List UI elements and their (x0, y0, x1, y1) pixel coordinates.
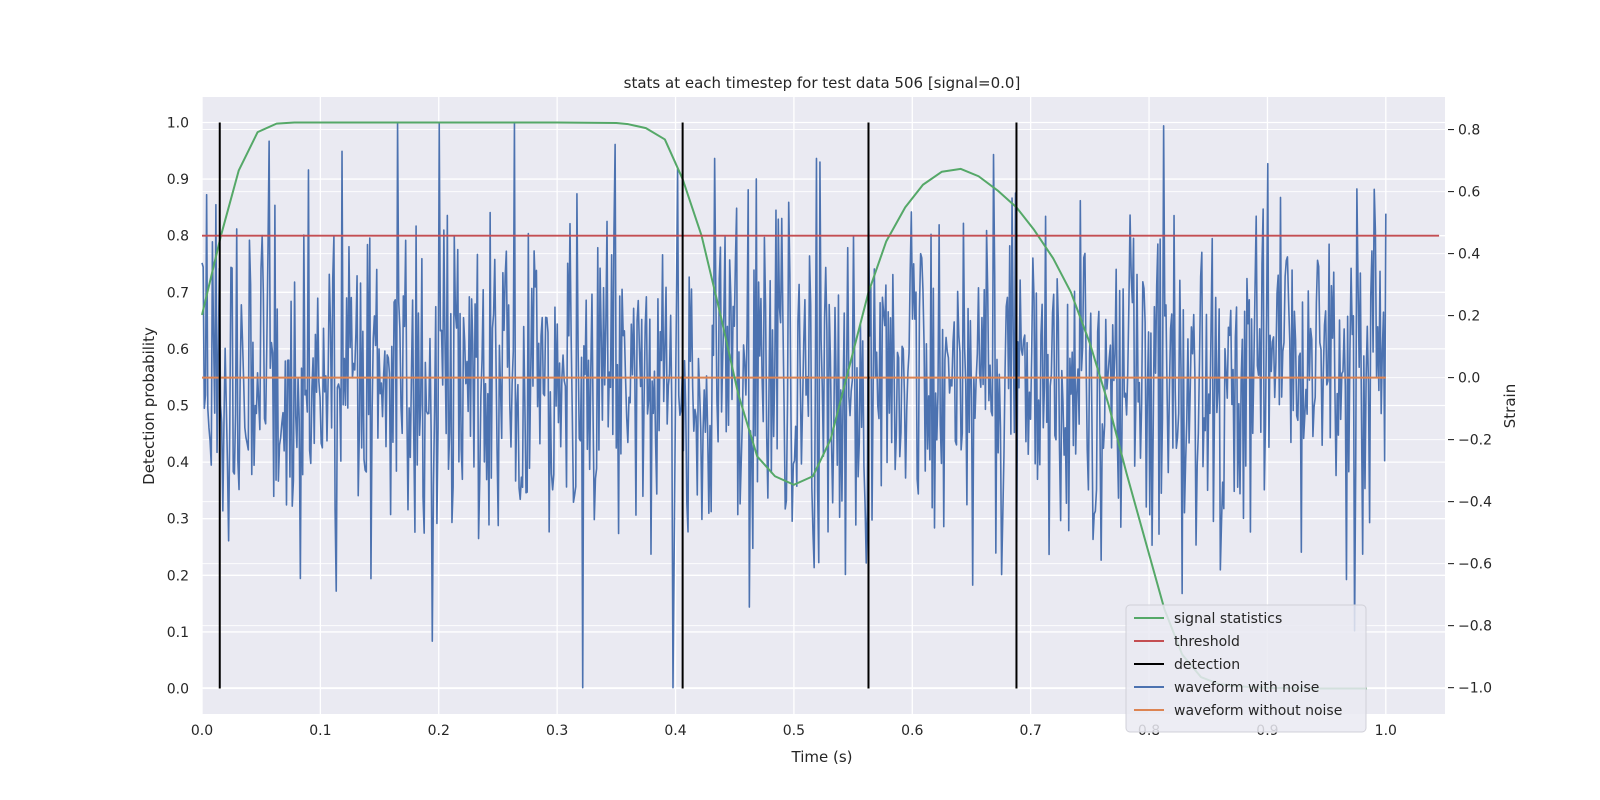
y-tick-label: 0.1 (167, 625, 189, 641)
legend-label: signal statistics (1174, 611, 1282, 627)
y-tick-label: 0.2 (167, 568, 189, 584)
y2-axis-label: Strain (1501, 384, 1519, 428)
legend-frame (1125, 604, 1367, 733)
waveform-with-noise-line (201, 122, 1387, 689)
y-tick-label: 0.5 (167, 399, 189, 415)
y-axis-ticks: 0.0 0.1 0.2 0.3 0.4 0.5 0.6 0.7 0.8 0.9 1.0 (167, 115, 189, 697)
legend-label: waveform without noise (1174, 703, 1342, 719)
legend-label: waveform with noise (1174, 680, 1319, 696)
x-tick-label: 0.5 (783, 723, 805, 739)
y2-tick-label: 0.2 (1458, 309, 1480, 325)
y2-tick-label: −0.4 (1458, 495, 1492, 511)
y-tick-label: 0.8 (167, 229, 189, 245)
y2-tick-label: −0.6 (1458, 557, 1492, 573)
y-tick-label: 0.3 (167, 512, 189, 528)
legend-label: detection (1174, 657, 1240, 673)
x-tick-label: 0.4 (664, 723, 686, 739)
series-waveform-with-noise (201, 122, 1387, 689)
y2-tick-label: −1.0 (1458, 681, 1492, 697)
x-tick-label: 0.2 (428, 723, 450, 739)
y-axis-label: Detection probability (140, 327, 158, 485)
y-tick-label: 0.7 (167, 285, 189, 301)
y-tick-label: 0.9 (167, 172, 189, 188)
x-tick-label: 0.6 (901, 723, 923, 739)
y2-tick-label: 0.4 (1458, 247, 1480, 263)
y-tick-label: 0.4 (167, 455, 189, 471)
y2-tick-label: 0.8 (1458, 123, 1480, 139)
y2-axis-ticks: −1.0 −0.8 −0.6 −0.4 −0.2 0.0 0.2 0.4 0.6 0.8 (1448, 123, 1492, 697)
y2-tick-label: −0.2 (1458, 433, 1492, 449)
x-tick-label: 0.3 (546, 723, 568, 739)
y-tick-label: 0.0 (167, 682, 189, 698)
legend-label: threshold (1174, 634, 1240, 650)
x-axis-label: Time (s) (791, 748, 853, 766)
y2-tick-label: −0.8 (1458, 619, 1492, 635)
x-tick-label: 1.0 (1375, 723, 1397, 739)
x-tick-label: 0.1 (309, 723, 331, 739)
y-tick-label: 1.0 (167, 115, 189, 131)
y2-tick-label: 0.6 (1458, 185, 1480, 201)
legend: signal statistics threshold detection wavef… (1125, 604, 1367, 733)
chart-title: stats at each timestep for test data 506… (624, 74, 1021, 92)
x-tick-label: 0.0 (191, 723, 213, 739)
y2-tick-label: 0.0 (1458, 371, 1480, 387)
y-tick-label: 0.6 (167, 342, 189, 358)
series-detection (218, 122, 1018, 689)
x-tick-label: 0.7 (1020, 723, 1042, 739)
